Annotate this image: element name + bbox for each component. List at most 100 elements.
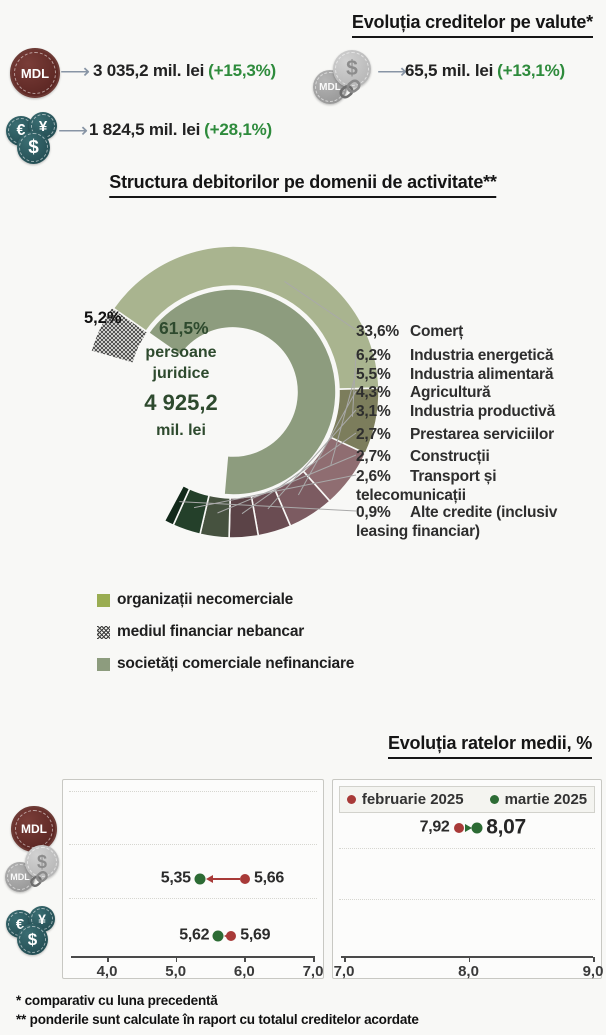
category-name: Industria energetică xyxy=(410,347,554,364)
axis-tick-label: 9,0 xyxy=(582,963,604,980)
donut-category-row: 4,3% Agricultură xyxy=(356,383,606,402)
axis-tick xyxy=(244,957,246,962)
footnote-1: * comparativ cu luna precedentă xyxy=(16,993,218,1008)
axis-tick xyxy=(313,957,315,962)
donut-inner-segment-nonfinancial-companies xyxy=(147,288,337,496)
legend-item: organizații necomerciale xyxy=(97,584,354,616)
center-line1: persoane xyxy=(145,344,217,361)
category-percent: 2,6% xyxy=(356,468,391,485)
value-label: 5,66 xyxy=(253,869,284,887)
mdl-coin-label: MDL xyxy=(21,822,47,836)
center-line2: juridice xyxy=(152,365,210,382)
leader-line xyxy=(267,409,357,510)
arrow-right-icon: ⟶ xyxy=(60,60,91,83)
trend-arrow-line xyxy=(464,827,466,829)
dollar-coin-label: $ xyxy=(27,929,38,949)
axis-tick xyxy=(593,957,595,962)
mdl-coin-label: MDL xyxy=(20,65,50,81)
donut-category-row: 6,2% Industria energetică xyxy=(356,346,606,365)
hatched-share-label: 5,2% xyxy=(84,309,122,327)
category-name: Industria alimentară xyxy=(410,366,554,383)
category-percent: 33,6% xyxy=(356,323,399,340)
donut-chart: 61,5% 5,2% persoane juridice 4 925,2 mil… xyxy=(0,230,606,580)
dollar-coin-icon: $ xyxy=(17,131,50,164)
chain-link-icon xyxy=(339,79,361,99)
category-percent: 3,1% xyxy=(356,403,391,420)
legend-label: societăți comerciale nefinanciare xyxy=(117,655,355,672)
leader-line xyxy=(217,454,357,514)
donut-category-row: 2,7% Construcții xyxy=(356,447,606,466)
rates-legend: februarie 2025 martie 2025 xyxy=(339,786,595,813)
foreign-credits-change: (+28,1%) xyxy=(204,120,273,139)
credits-by-currency-title: Evoluția creditelor pe valute* xyxy=(351,12,593,38)
data-point-martie xyxy=(194,873,206,885)
category-name: Transport și telecomunicații xyxy=(356,468,497,504)
mdl-credits-amount: 3 035,2 mil. lei xyxy=(93,61,205,80)
category-name: Comerț xyxy=(410,323,464,340)
donut-center-label: persoane juridice 4 925,2 mil. lei xyxy=(100,342,262,442)
donut-category-row: 2,6% Transport și telecomunicații xyxy=(356,467,606,505)
foreign-credits-amount: 1 824,5 mil. lei xyxy=(89,120,201,139)
category-percent: 2,7% xyxy=(356,426,391,443)
average-rates-title: Evoluția ratelor medii, % xyxy=(387,733,592,759)
donut-category-row: 33,6% Comerț xyxy=(356,322,606,341)
x-axis xyxy=(341,956,593,958)
axis-tick-label: 7,0 xyxy=(333,963,355,980)
legend-swatch-nonfinancial-companies xyxy=(97,657,110,671)
value-label: 7,92 xyxy=(419,818,450,836)
category-name: Industria productivă xyxy=(410,403,555,420)
rates-chart-right: februarie 2025 martie 2025 7,0 8,0 9,0 7,92… xyxy=(332,779,604,980)
value-label: 5,35 xyxy=(160,869,191,887)
donut-svg xyxy=(89,245,380,539)
gridline xyxy=(69,844,317,845)
legend-label: mediul financiar nebancar xyxy=(117,623,305,640)
category-percent: 4,3% xyxy=(356,384,391,401)
arrow-right-icon: ⟶ xyxy=(58,119,89,142)
donut-category-row: 2,7% Prestarea serviciilor xyxy=(356,425,606,444)
data-point-martie xyxy=(212,930,224,942)
leader-line xyxy=(179,501,357,512)
center-value: 4 925,2 xyxy=(144,390,218,415)
category-name: Construcții xyxy=(410,448,490,465)
axis-tick-label: 5,0 xyxy=(165,963,187,980)
footnote-2: ** ponderile sunt calculate în raport cu… xyxy=(16,1012,419,1027)
donut-category-row: 5,5% Industria alimentară xyxy=(356,365,606,384)
legend-item-march: martie 2025 xyxy=(489,791,588,808)
leader-line xyxy=(193,474,357,509)
leader-line xyxy=(284,281,357,331)
mdl-credits-value: 3 035,2 mil. lei (+15,3%) xyxy=(93,61,276,81)
attached-credits-change: (+13,1%) xyxy=(497,61,565,80)
donut-category-row: 0,9% Alte credite (inclusiv leasing finan… xyxy=(356,503,606,541)
inner-share-label: 61,5% xyxy=(159,318,209,338)
legend-label: organizații necomerciale xyxy=(117,591,294,608)
rates-chart-left: 4,0 5,0 6,0 7,0 5,35 5,66 5,62 5,69 xyxy=(62,779,324,980)
dollar-coin-label: $ xyxy=(28,136,39,158)
gridline xyxy=(69,791,317,792)
data-point-februarie xyxy=(239,874,250,884)
axis-tick-label: 4,0 xyxy=(96,963,118,980)
legend-item-february: februarie 2025 xyxy=(346,791,464,808)
axis-tick-label: 6,0 xyxy=(233,963,255,980)
trend-arrow-line xyxy=(212,878,240,880)
value-label: 8,07 xyxy=(486,815,526,839)
february-label: februarie 2025 xyxy=(361,791,464,808)
category-percent: 2,7% xyxy=(356,448,391,465)
donut-outer-segment-8 xyxy=(163,484,191,527)
x-axis xyxy=(71,956,315,958)
axis-tick xyxy=(175,957,178,962)
category-name: Prestarea serviciilor xyxy=(410,426,555,443)
attached-credits-value: 65,5 mil. lei (+13,1%) xyxy=(405,61,565,81)
category-percent: 5,5% xyxy=(356,366,391,383)
debtors-structure-title: Structura debitorilor pe domenii de acti… xyxy=(109,172,497,198)
axis-tick xyxy=(468,957,470,962)
gridline xyxy=(339,848,595,849)
attached-credits-amount: 65,5 mil. lei xyxy=(405,61,494,80)
trend-arrow-head xyxy=(205,875,213,883)
gridline xyxy=(339,899,595,900)
donut-segment-nonbank-financial xyxy=(89,305,149,365)
march-label: martie 2025 xyxy=(504,791,588,808)
dollar-coin-icon: $ xyxy=(17,924,48,955)
trend-arrow-head xyxy=(465,824,473,832)
march-dot-icon xyxy=(489,795,499,804)
